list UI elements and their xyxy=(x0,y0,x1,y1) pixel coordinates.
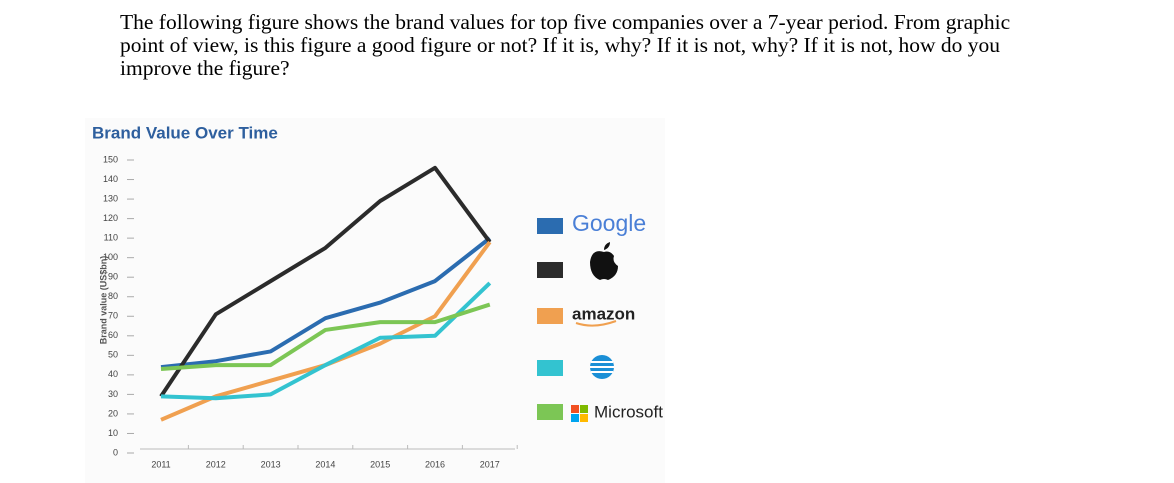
series-line xyxy=(160,281,492,401)
att-logo xyxy=(590,355,614,379)
series-line xyxy=(160,236,492,370)
question-line: The following figure shows the brand val… xyxy=(120,10,1011,34)
y-tick-label: 120 xyxy=(103,213,118,223)
legend-swatch xyxy=(537,218,563,234)
x-tick-label: 2014 xyxy=(315,459,335,469)
legend-swatch xyxy=(537,262,563,278)
question-line: improve the figure? xyxy=(120,56,290,80)
chart-title: Brand Value Over Time xyxy=(92,123,278,142)
series-line xyxy=(160,302,491,372)
apple-logo xyxy=(590,242,618,280)
legend-swatch xyxy=(537,308,563,324)
y-tick-label: 20 xyxy=(108,408,118,418)
legend-label: amazon xyxy=(572,304,635,323)
x-tick-label: 2011 xyxy=(151,459,170,469)
y-tick-label: 100 xyxy=(103,252,118,262)
legend-label: Google xyxy=(572,210,646,236)
y-tick-label: 10 xyxy=(108,428,118,438)
y-axis-label: Brand value (US$bn) xyxy=(98,256,108,345)
legend-swatch xyxy=(537,404,563,420)
chart-background xyxy=(85,118,665,483)
question-line: point of view, is this figure a good fig… xyxy=(120,33,1000,57)
x-tick-label: 2017 xyxy=(480,459,500,469)
legend-label: Microsoft xyxy=(594,402,663,421)
y-tick-label: 110 xyxy=(104,233,118,243)
amazon-smile xyxy=(575,320,617,327)
y-tick-label: 50 xyxy=(108,350,118,360)
microsoft-logo xyxy=(571,405,588,422)
x-tick-label: 2012 xyxy=(206,459,226,469)
y-tick-label: 40 xyxy=(108,369,118,379)
y-tick-label: 70 xyxy=(108,311,118,321)
x-tick-label: 2015 xyxy=(370,459,390,469)
y-tick-label: 0 xyxy=(113,447,118,457)
x-tick-label: 2016 xyxy=(425,459,445,469)
series-line xyxy=(159,165,492,398)
y-tick-label: 140 xyxy=(103,174,118,184)
y-tick-label: 130 xyxy=(103,193,118,203)
y-tick-label: 90 xyxy=(108,272,118,282)
y-tick-label: 80 xyxy=(108,291,118,301)
legend-swatch xyxy=(537,360,563,376)
y-tick-label: 150 xyxy=(103,154,118,164)
y-tick-label: 30 xyxy=(108,389,118,399)
x-tick-label: 2013 xyxy=(261,459,281,469)
y-tick-label: 60 xyxy=(108,330,118,340)
